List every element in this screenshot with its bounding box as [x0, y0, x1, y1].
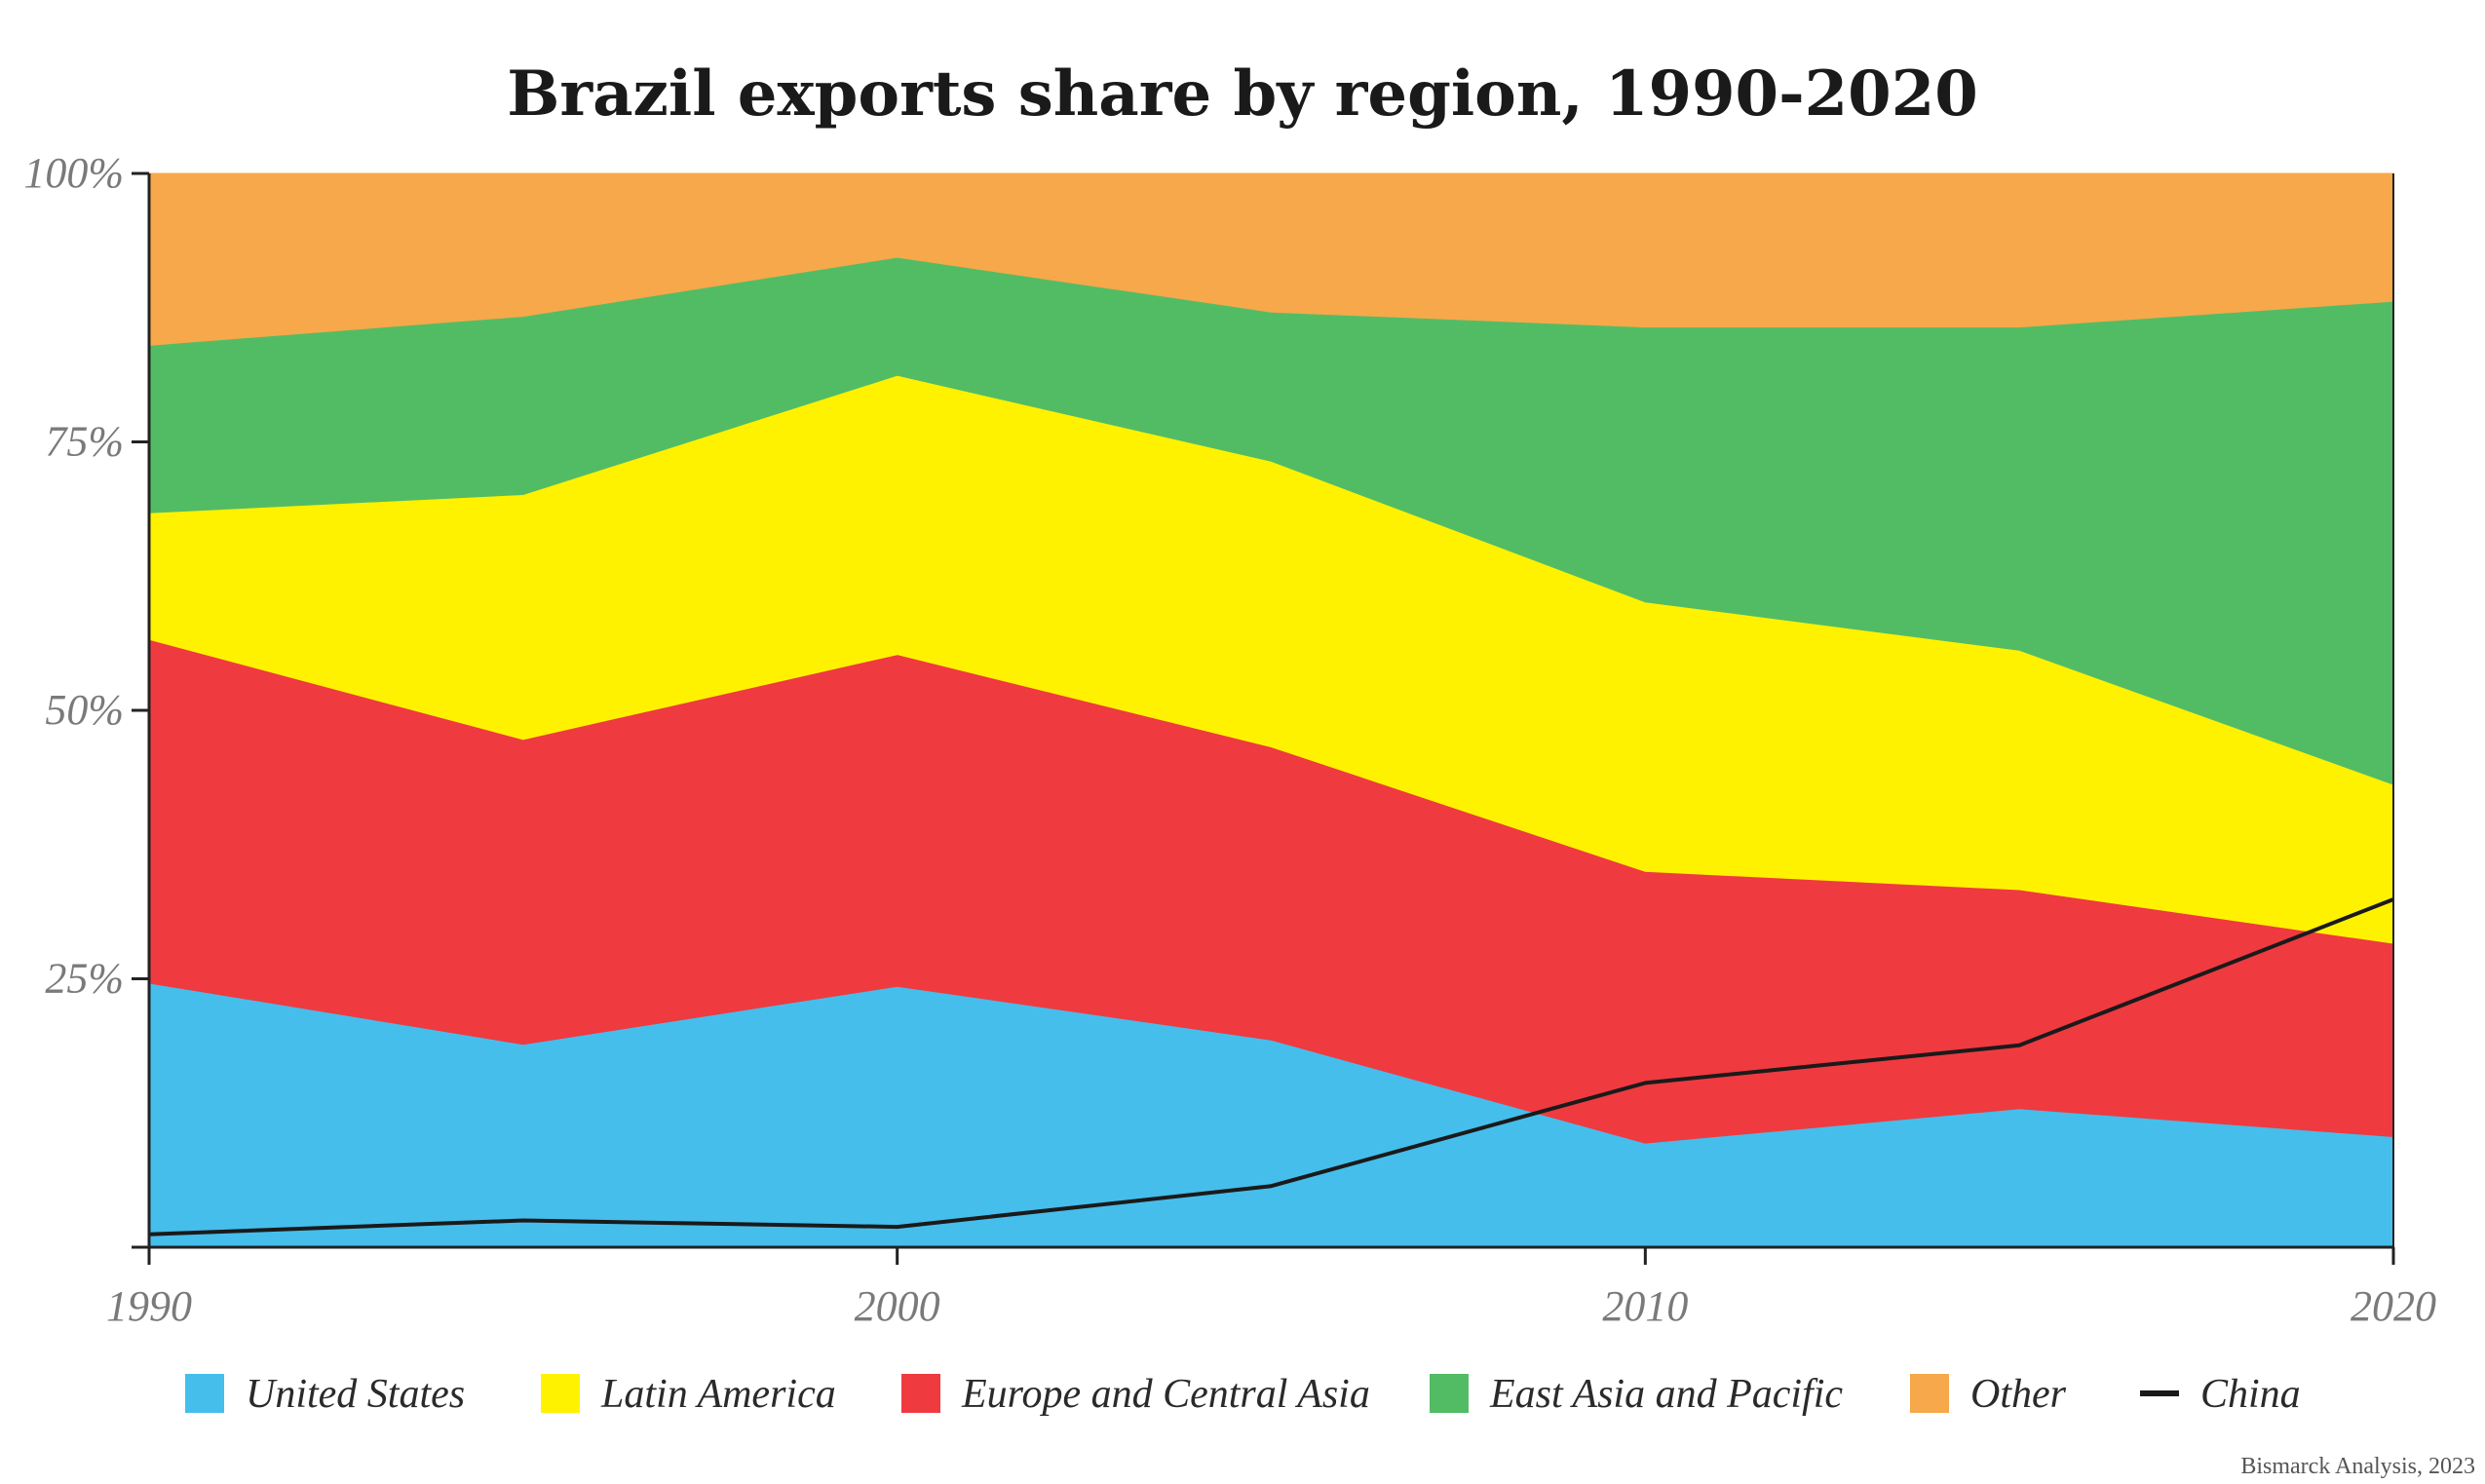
x-tick-label: 2000 [855, 1282, 940, 1330]
legend-item-united-states: United States [185, 1372, 465, 1417]
legend-item-latin-america: Latin America [541, 1372, 836, 1417]
legend-label: Europe and Central Asia [961, 1372, 1370, 1417]
legend-swatch [1430, 1374, 1469, 1413]
legend-label: East Asia and Pacific [1489, 1372, 1843, 1417]
stacked-areas [148, 172, 2394, 1248]
y-tick-label: 25% [45, 955, 124, 1003]
legend-label: Other [1970, 1372, 2067, 1417]
y-tick-label: 50% [45, 686, 124, 734]
china-line-group [148, 897, 2394, 1237]
line-china [148, 897, 2394, 1237]
x-tick-label: 2020 [2351, 1282, 2436, 1330]
y-tick-label: 100% [23, 149, 124, 197]
source-note: Bismarck Analysis, 2023 [2240, 1454, 2475, 1479]
tick-labels: 25% 50% 75% 100% 1990 2000 2010 2020 [23, 149, 2436, 1330]
x-tick-label: 2010 [1602, 1282, 1688, 1330]
chart-title: Brazil exports share by region, 1990-202… [507, 57, 1978, 131]
legend-swatch [901, 1374, 940, 1413]
axes [132, 171, 2395, 1265]
legend-label: Latin America [600, 1372, 836, 1417]
legend-item-china: China [2140, 1372, 2301, 1417]
legend-label: United States [246, 1372, 465, 1417]
legend-label: China [2200, 1372, 2301, 1417]
legend-swatch [541, 1374, 580, 1413]
legend-swatch [185, 1374, 224, 1413]
legend: United States Latin America Europe and Cen… [185, 1372, 2301, 1417]
y-tick-label: 75% [45, 418, 124, 466]
legend-item-europe-and-central-asia: Europe and Central Asia [901, 1372, 1370, 1417]
x-tick-label: 1990 [106, 1282, 192, 1330]
legend-swatch [1910, 1374, 1949, 1413]
legend-item-other: Other [1910, 1372, 2067, 1417]
legend-item-east-asia-and-pacific: East Asia and Pacific [1430, 1372, 1843, 1417]
